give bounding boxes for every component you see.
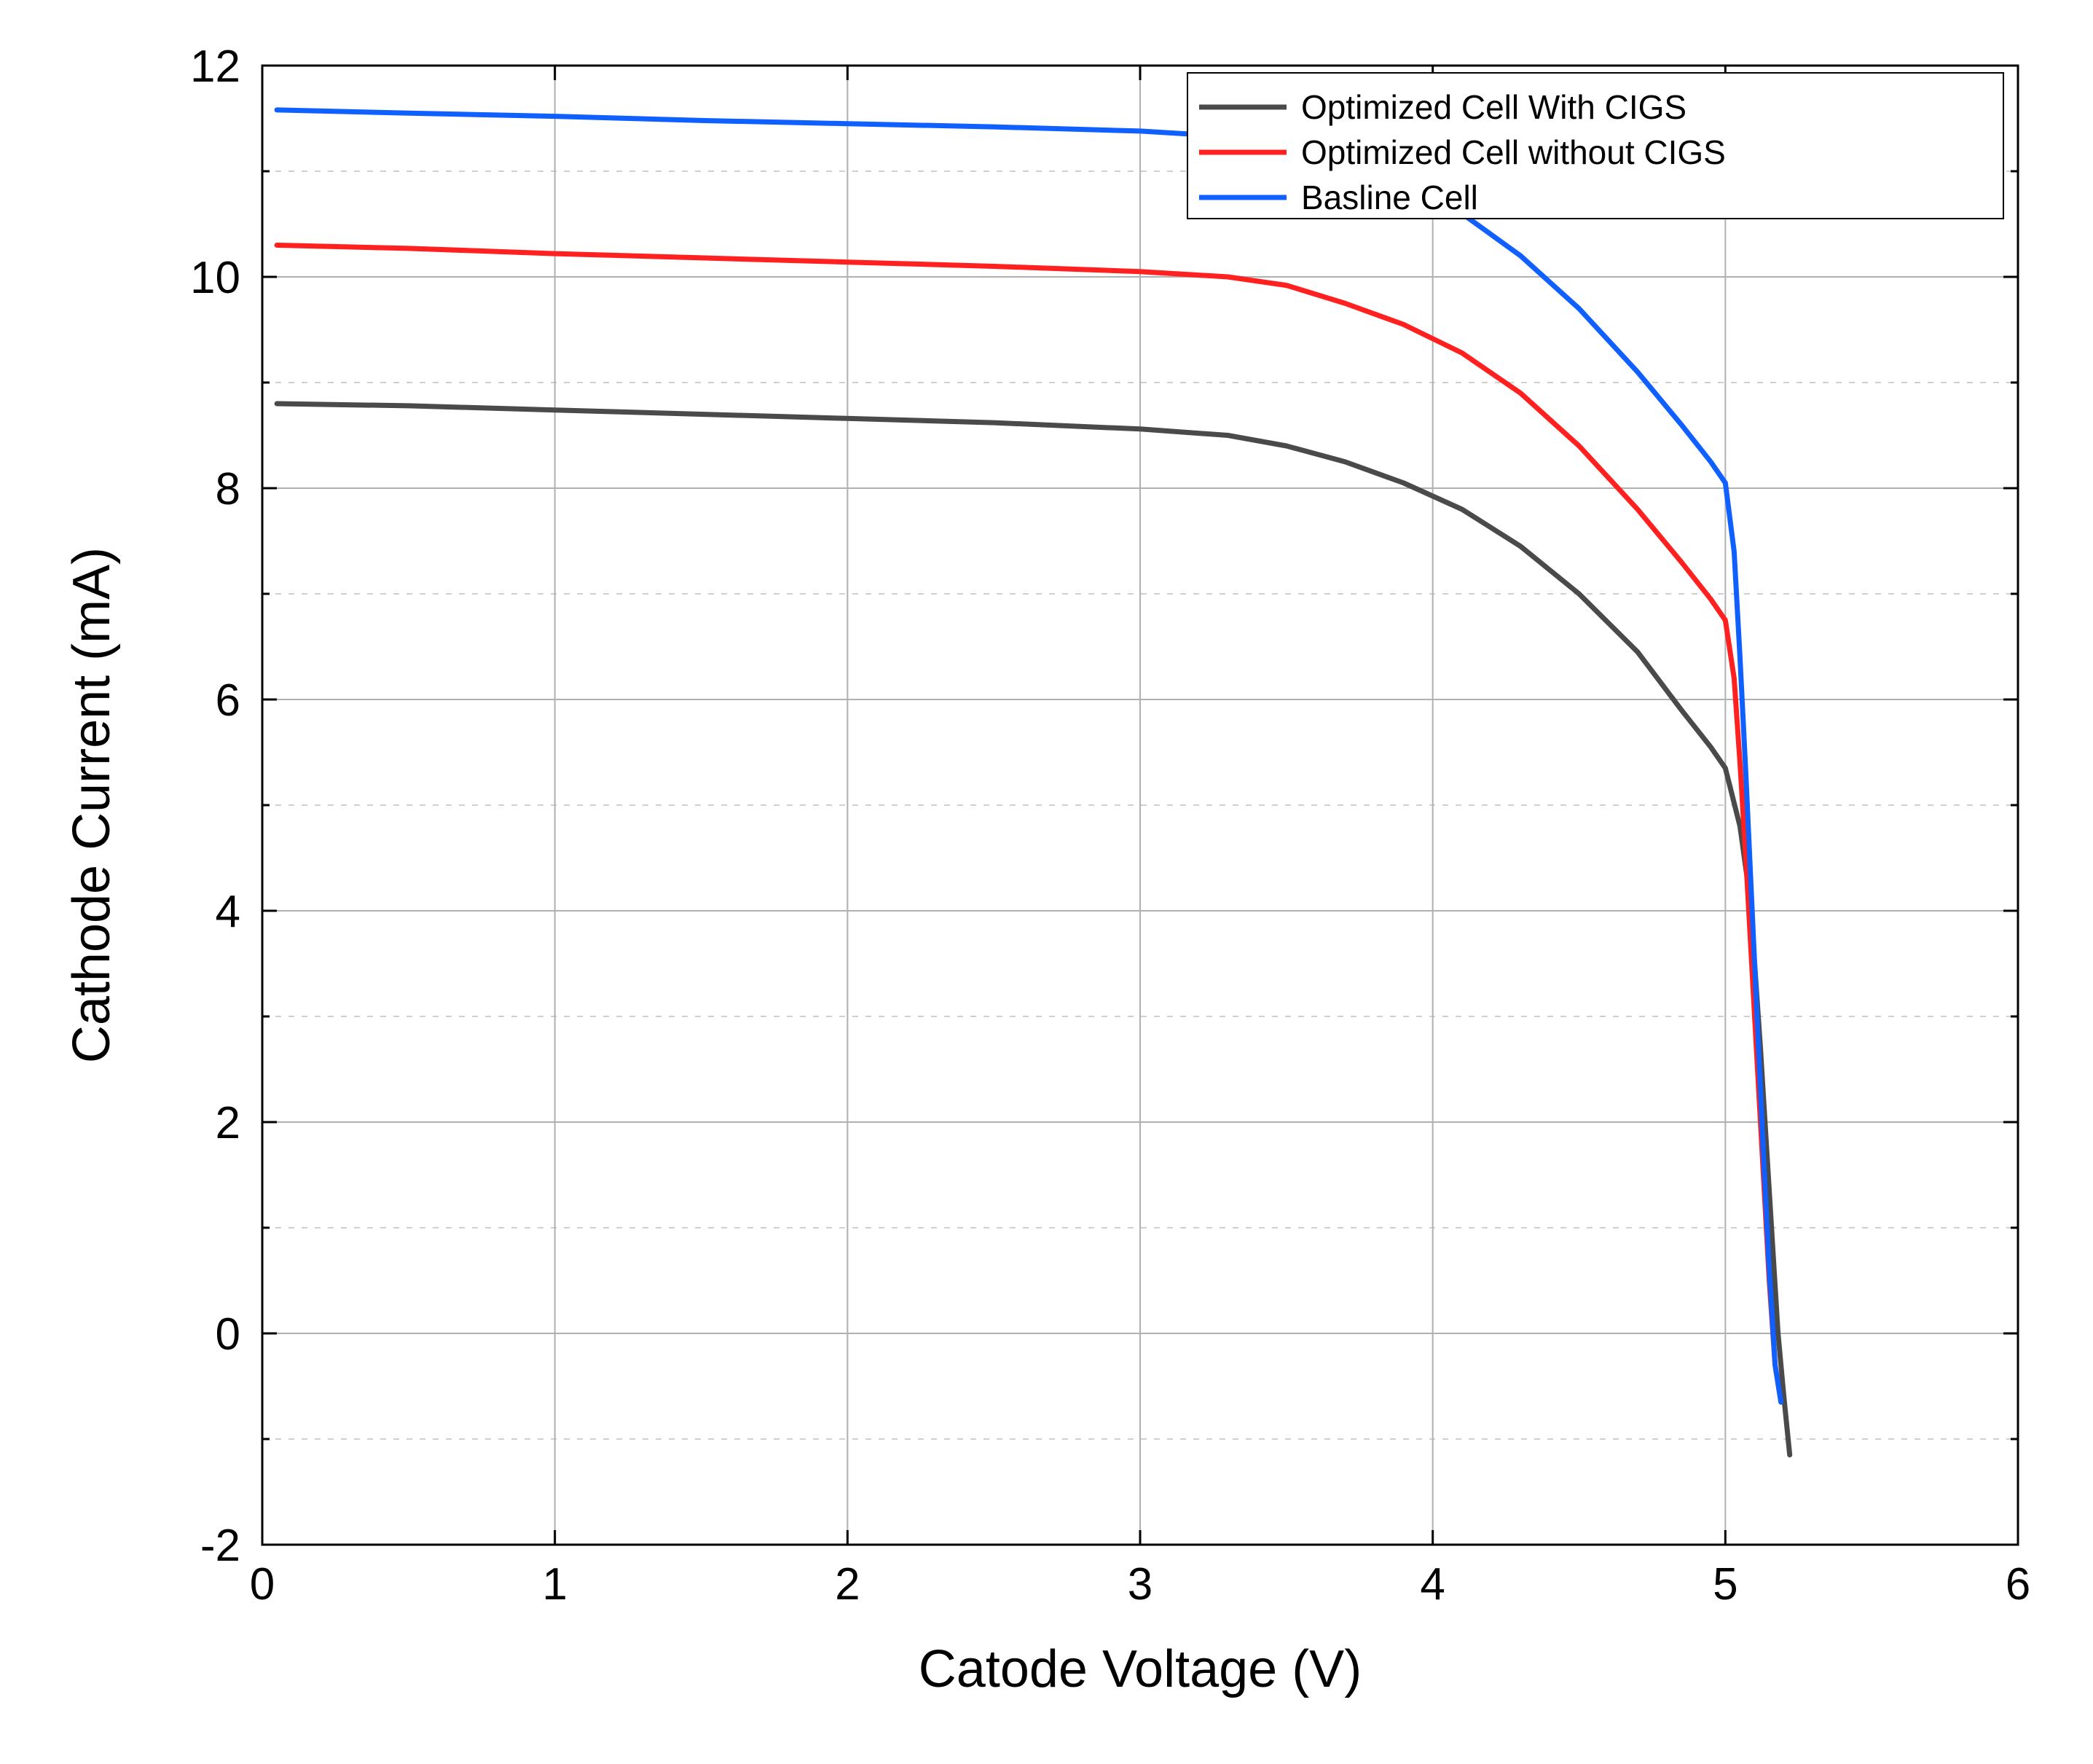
xtick-label: 4 xyxy=(1420,1559,1445,1610)
chart-svg: 0123456-2024681012Catode Voltage (V)Cath… xyxy=(0,0,2093,1764)
ytick-label: 10 xyxy=(190,253,240,303)
x-axis-label: Catode Voltage (V) xyxy=(919,1640,1362,1698)
xtick-label: 1 xyxy=(542,1559,567,1610)
ytick-label: 4 xyxy=(216,887,240,937)
legend-label: Optimized Cell With CIGS xyxy=(1301,88,1686,126)
ytick-label: 8 xyxy=(216,464,240,514)
ytick-label: 12 xyxy=(190,42,240,92)
xtick-label: 3 xyxy=(1128,1559,1152,1610)
legend-label: Optimized Cell without CIGS xyxy=(1301,133,1726,171)
ytick-label: 6 xyxy=(216,675,240,726)
xtick-label: 0 xyxy=(250,1559,275,1610)
legend: Optimized Cell With CIGS Optimized Cell w… xyxy=(1187,73,2003,219)
chart-bg xyxy=(0,0,2093,1764)
ytick-label: 0 xyxy=(216,1309,240,1360)
ytick-label: 2 xyxy=(216,1098,240,1148)
iv-chart: 0123456-2024681012Catode Voltage (V)Cath… xyxy=(0,0,2093,1764)
ytick-label: -2 xyxy=(200,1521,240,1571)
legend-label: Basline Cell xyxy=(1301,179,1478,216)
xtick-label: 6 xyxy=(2006,1559,2030,1610)
xtick-label: 2 xyxy=(835,1559,860,1610)
xtick-label: 5 xyxy=(1713,1559,1737,1610)
y-axis-label: Cathode Current (mA) xyxy=(63,547,121,1063)
